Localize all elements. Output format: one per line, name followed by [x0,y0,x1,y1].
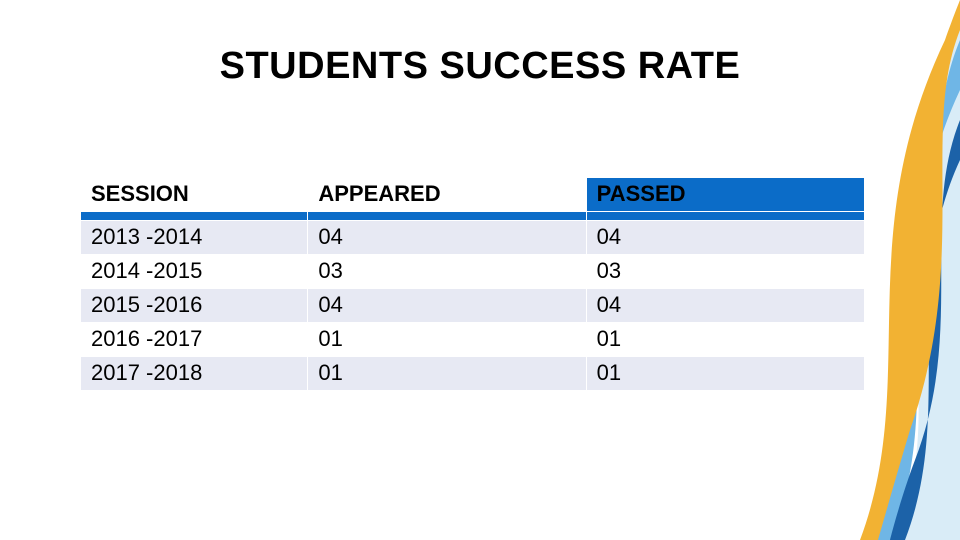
table-header-row: SESSION APPEARED PASSED [81,178,865,212]
table-body: 2013 -201404042014 -201503032015 -201604… [81,221,865,391]
table-row: 2013 -20140404 [81,221,865,255]
accent-strip-cell [81,212,308,221]
table-cell: 04 [586,289,864,323]
table-cell: 01 [586,357,864,391]
wave-darkblue [890,120,960,540]
wave-midblue [870,40,960,540]
table-row: 2016 -20170101 [81,323,865,357]
table-row: 2017 -20180101 [81,357,865,391]
table-cell: 04 [308,289,586,323]
table-cell: 2014 -2015 [81,255,308,289]
success-rate-table: SESSION APPEARED PASSED 2013 -2014040420… [80,177,865,391]
table-cell: 2016 -2017 [81,323,308,357]
table-row: 2015 -20160404 [81,289,865,323]
page-title: STUDENTS SUCCESS RATE [0,45,960,88]
table-accent-strip [81,212,865,221]
table-cell: 2017 -2018 [81,357,308,391]
table-cell: 01 [308,323,586,357]
table-row: 2014 -20150303 [81,255,865,289]
col-header-passed: PASSED [586,178,864,212]
slide: STUDENTS SUCCESS RATE SESSION APPEARED P… [0,0,960,540]
col-header-session: SESSION [81,178,308,212]
accent-strip-cell [586,212,864,221]
table-cell: 2015 -2016 [81,289,308,323]
table-cell: 01 [586,323,864,357]
col-header-appeared: APPEARED [308,178,586,212]
table: SESSION APPEARED PASSED 2013 -2014040420… [80,177,865,391]
accent-strip-cell [308,212,586,221]
table-cell: 03 [586,255,864,289]
table-cell: 04 [308,221,586,255]
table-cell: 04 [586,221,864,255]
table-cell: 01 [308,357,586,391]
table-cell: 03 [308,255,586,289]
table-cell: 2013 -2014 [81,221,308,255]
